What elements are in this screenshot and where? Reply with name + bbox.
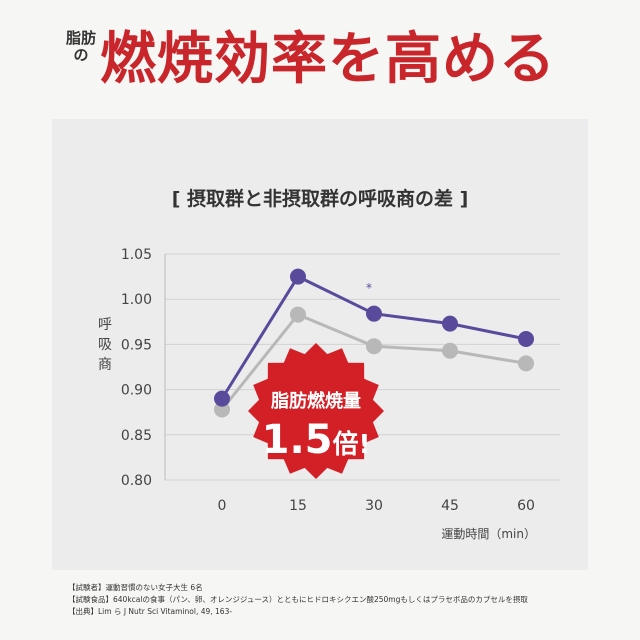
badge-value: 1.5倍! (0, 418, 632, 470)
y-tick-label: 0.80 (121, 473, 152, 489)
badge-text: 脂肪燃焼量 (271, 391, 361, 412)
chart-title: [ 摂取群と非摂取群の呼吸商の差 ] (171, 188, 469, 210)
series-point (366, 338, 382, 355)
y-tick-label: 0.85 (121, 428, 152, 444)
badge-number: 1.5 (261, 417, 333, 463)
y-tick-label: 0.90 (121, 383, 152, 399)
series-point (214, 390, 230, 407)
x-tick-label: 45 (441, 498, 459, 514)
badge-unit: 倍! (332, 430, 371, 460)
footnote-test-food: 【試験食品】640kcalの食事（パン、卵、オレンジジュース）とともにヒドロキシ… (68, 595, 528, 604)
x-tick-label: 15 (289, 498, 307, 514)
series-point (442, 342, 458, 359)
y-tick-labels: 0.80 0.85 0.90 0.95 1.00 1.05 (121, 247, 152, 489)
footnote-source: 【出典】Lim ら J Nutr Sci Vitaminol, 49, 163- (68, 607, 233, 616)
y-axis-label-char: 吸 (98, 337, 112, 353)
x-tick-label: 60 (517, 498, 535, 514)
y-axis-label: 呼吸商 (93, 315, 117, 375)
series-point (290, 306, 306, 323)
headline: 脂肪の 燃焼効率を高める (0, 0, 640, 110)
headline-main: 燃焼効率を高める (100, 26, 556, 92)
series-point (518, 355, 534, 372)
y-axis-label-char: 呼 (98, 317, 112, 333)
x-tick-label: 0 (218, 498, 227, 514)
series-point (366, 305, 382, 322)
headline-prefix: 脂肪の (66, 29, 97, 64)
badge-starburst (248, 343, 384, 479)
series-point (290, 268, 306, 285)
y-axis-label-char: 商 (98, 357, 112, 373)
series-point (442, 315, 458, 332)
series-layer (214, 268, 534, 418)
x-axis-label: 運動時間（min） (441, 527, 536, 541)
x-tick-label: 30 (365, 498, 383, 514)
footnotes: 【試験者】運動習慣のない女子大生 6名 【試験食品】640kcalの食事（パン、… (68, 582, 628, 618)
y-tick-label: 1.05 (121, 247, 152, 263)
y-tick-label: 0.95 (121, 337, 152, 353)
footnote-subjects: 【試験者】運動習慣のない女子大生 6名 (68, 583, 203, 592)
y-tick-label: 1.00 (121, 292, 152, 308)
significance-mark: * (366, 281, 372, 295)
series-point (518, 330, 534, 347)
x-tick-labels: 0 15 30 45 60 (218, 498, 535, 514)
